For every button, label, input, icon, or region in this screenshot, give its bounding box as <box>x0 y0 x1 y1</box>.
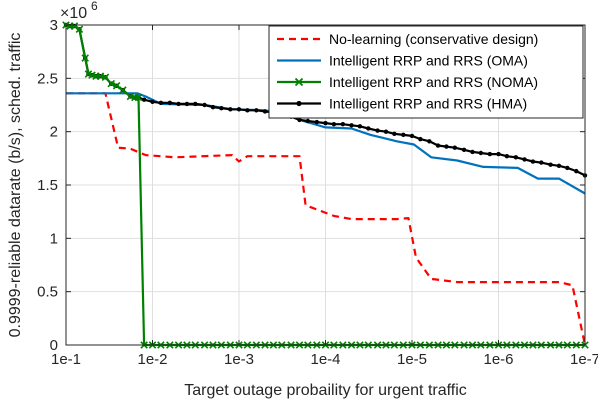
series-line-1 <box>66 92 587 346</box>
data-point <box>176 101 181 107</box>
legend-label: Intelligent RRP and RRS (HMA) <box>329 96 527 112</box>
data-point <box>383 129 389 134</box>
x-tick-label: 1e-7 <box>570 351 598 368</box>
legend-label: No-learning (conservative design) <box>329 31 538 47</box>
data-point <box>150 99 155 105</box>
x-tick-label: 1e-3 <box>224 351 254 368</box>
data-point <box>101 73 110 82</box>
legend-label: Intelligent RRP and RRS (NOMA) <box>329 74 538 90</box>
x-tick-label: 1e-6 <box>483 351 513 368</box>
data-point <box>409 133 415 139</box>
y-tick-label: 0 <box>50 337 58 354</box>
y-tick-label: 2.5 <box>37 70 58 87</box>
data-point <box>236 107 242 112</box>
data-point <box>470 149 475 155</box>
data-point <box>314 119 320 125</box>
data-point <box>366 126 371 131</box>
data-point <box>530 159 536 164</box>
x-tick-label: 1e-1 <box>51 351 81 368</box>
data-point <box>504 154 510 159</box>
legend: No-learning (conservative design) Intelli… <box>268 25 584 119</box>
data-point <box>219 106 224 111</box>
data-point <box>158 100 164 106</box>
data-point <box>444 144 449 149</box>
y-tick-label: 2 <box>50 124 58 141</box>
data-point <box>548 162 553 167</box>
data-point <box>574 168 579 174</box>
y-tick-label: 0.5 <box>37 284 58 301</box>
data-point <box>75 25 84 34</box>
data-point <box>461 147 467 152</box>
data-point <box>487 151 493 157</box>
data-point <box>522 157 527 162</box>
data-point <box>81 54 89 62</box>
legend-label: Intelligent RRP and RRS (OMA) <box>329 53 528 69</box>
y-tick-label: 1 <box>50 230 58 247</box>
data-point <box>340 122 346 127</box>
data-point <box>331 122 337 127</box>
data-point <box>254 108 259 113</box>
data-point <box>349 123 354 128</box>
data-point <box>228 107 233 112</box>
x-axis-label: Target outage probaility for urgent traf… <box>184 382 467 399</box>
data-point <box>305 118 311 124</box>
data-point <box>418 136 423 142</box>
data-point <box>392 131 397 136</box>
data-point <box>107 79 115 88</box>
x-tick-label: 1e-5 <box>397 351 427 368</box>
data-point <box>262 109 268 114</box>
x-axis: 1e-1 1e-2 1e-3 1e-4 1e-5 1e-6 1e-7 <box>51 25 598 368</box>
legend-marker <box>294 77 304 87</box>
legend-box <box>268 25 584 119</box>
data-point <box>556 163 562 168</box>
data-point <box>539 160 544 165</box>
y-multiplier-label: ×10 <box>60 5 87 22</box>
y-axis-label: 0.9999-reliable datarate (b/s), sched. t… <box>7 33 24 338</box>
data-point <box>478 150 484 156</box>
data-point <box>245 108 250 113</box>
data-point <box>141 97 147 102</box>
y-multiplier-exponent: 6 <box>91 0 98 13</box>
x-tick-label: 1e-2 <box>137 351 167 368</box>
data-point <box>112 82 121 90</box>
data-point <box>134 93 143 102</box>
data-point <box>297 117 302 123</box>
y-tick-label: 3 <box>50 17 58 34</box>
data-point <box>452 145 458 150</box>
legend-marker <box>296 100 302 107</box>
data-point <box>357 124 363 129</box>
data-point <box>435 143 441 148</box>
data-point <box>202 102 207 108</box>
data-point <box>193 101 198 107</box>
data-point <box>427 139 432 144</box>
x-tick-label: 1e-4 <box>310 351 340 368</box>
y-tick-label: 1.5 <box>37 177 58 194</box>
y-axis: 0 0.5 1 1.5 2 2.5 3 <box>37 17 585 354</box>
data-point <box>323 120 328 126</box>
data-point <box>119 86 127 94</box>
data-point <box>565 165 570 171</box>
data-point <box>375 128 380 133</box>
data-point <box>401 132 406 138</box>
data-point <box>513 155 519 160</box>
data-point <box>70 22 79 30</box>
data-point <box>210 104 216 110</box>
data-point <box>167 100 173 106</box>
data-point <box>496 151 501 157</box>
series-layer <box>62 21 589 349</box>
data-point <box>184 101 190 107</box>
